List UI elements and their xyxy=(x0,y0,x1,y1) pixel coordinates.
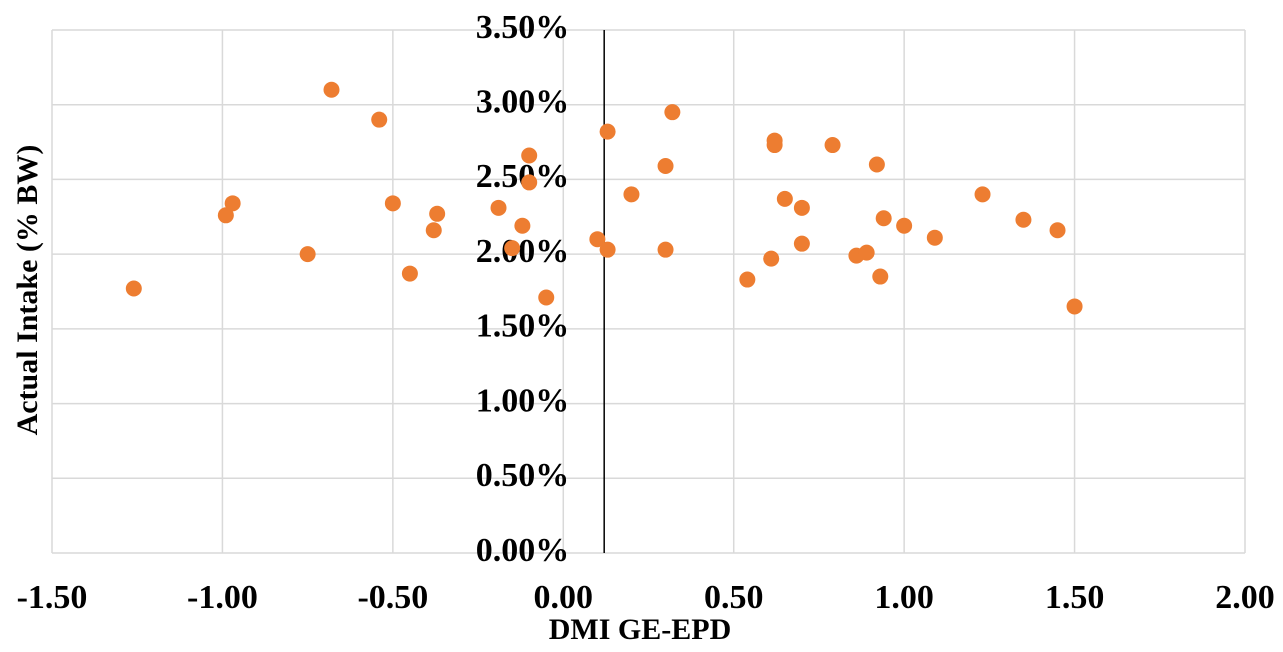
point xyxy=(872,268,889,285)
point xyxy=(1066,298,1083,315)
point xyxy=(926,229,943,246)
point xyxy=(858,244,875,261)
point xyxy=(514,217,531,234)
y-axis-title: Actual Intake (% BW) xyxy=(11,145,44,436)
point xyxy=(875,210,892,227)
y-tick-label: 1.50% xyxy=(476,308,570,345)
point xyxy=(504,240,521,257)
y-tick-label: 1.00% xyxy=(476,382,570,419)
x-tick-label: -1.00 xyxy=(187,579,258,616)
x-tick-label: -1.50 xyxy=(17,579,88,616)
point xyxy=(299,246,316,263)
y-tick-label: 3.00% xyxy=(476,84,570,121)
x-tick-label: 0.00 xyxy=(534,579,594,616)
x-tick-label: 0.50 xyxy=(704,579,764,616)
y-tick-label: 0.00% xyxy=(476,532,570,569)
x-tick-label: 1.50 xyxy=(1045,579,1105,616)
point xyxy=(868,156,885,173)
point xyxy=(589,231,606,248)
x-tick-label: 2.00 xyxy=(1215,579,1275,616)
point xyxy=(599,123,616,140)
point xyxy=(217,207,234,224)
point xyxy=(425,222,442,239)
point xyxy=(793,199,810,216)
point xyxy=(766,137,783,154)
point xyxy=(521,147,538,164)
y-tick-label: 0.50% xyxy=(476,457,570,494)
point xyxy=(763,250,780,267)
x-tick-label: 1.00 xyxy=(874,579,934,616)
y-tick-label: 2.00% xyxy=(476,233,570,270)
point xyxy=(824,137,841,154)
point xyxy=(599,241,616,258)
point xyxy=(1015,211,1032,228)
point xyxy=(739,271,756,288)
point xyxy=(793,235,810,252)
point xyxy=(896,217,913,234)
point xyxy=(384,195,401,212)
point xyxy=(657,157,674,174)
point xyxy=(657,241,674,258)
point xyxy=(125,280,142,297)
point xyxy=(429,205,446,222)
point xyxy=(323,81,340,98)
y-tick-label: 2.50% xyxy=(476,158,570,195)
y-tick-label: 3.50% xyxy=(476,9,570,46)
point xyxy=(538,289,555,306)
point xyxy=(664,104,681,121)
point xyxy=(490,199,507,216)
point xyxy=(776,190,793,207)
x-tick-label: -0.50 xyxy=(357,579,428,616)
point xyxy=(401,265,418,282)
point xyxy=(224,195,241,212)
point xyxy=(623,186,640,203)
point xyxy=(521,174,538,191)
point xyxy=(371,111,388,128)
point xyxy=(974,186,991,203)
point xyxy=(1049,222,1066,239)
x-axis-title: DMI GE-EPD xyxy=(549,613,732,646)
